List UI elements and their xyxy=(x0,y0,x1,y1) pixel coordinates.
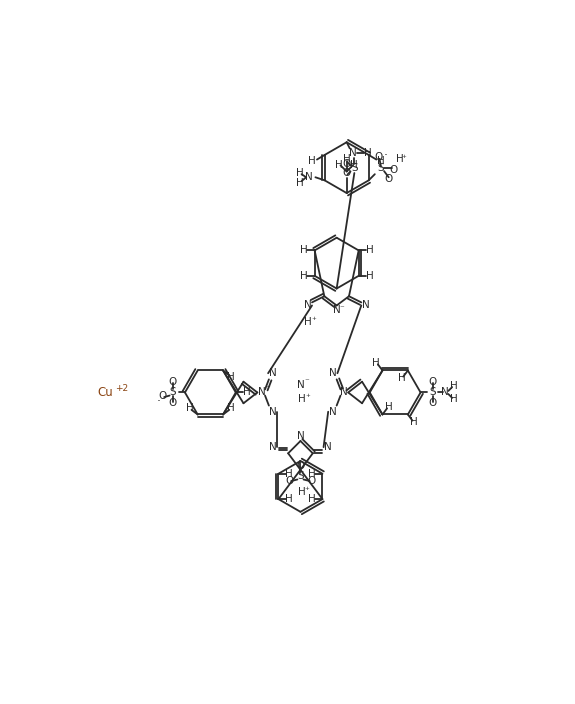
Text: H: H xyxy=(243,387,251,398)
Text: O: O xyxy=(429,377,437,386)
Text: H: H xyxy=(366,271,373,281)
Text: H: H xyxy=(385,402,393,412)
Text: H: H xyxy=(186,403,194,413)
Text: H: H xyxy=(296,168,304,177)
Text: ⁻: ⁻ xyxy=(304,377,309,386)
Text: H: H xyxy=(285,469,293,479)
Text: H: H xyxy=(398,373,405,383)
Text: H: H xyxy=(335,161,343,170)
Text: H: H xyxy=(308,156,316,166)
Text: S: S xyxy=(169,387,176,398)
Text: S: S xyxy=(351,163,358,173)
Text: H: H xyxy=(308,469,316,479)
Text: H: H xyxy=(396,153,403,164)
Text: O: O xyxy=(159,391,167,401)
Text: N: N xyxy=(304,301,311,310)
Text: N: N xyxy=(269,368,277,378)
Text: N: N xyxy=(329,407,337,417)
Text: N: N xyxy=(258,387,266,398)
Text: H: H xyxy=(450,394,458,403)
Text: H: H xyxy=(298,486,306,497)
Text: N: N xyxy=(269,442,277,452)
Text: N: N xyxy=(305,172,313,182)
Text: O: O xyxy=(307,476,315,486)
Text: ⁺: ⁺ xyxy=(306,393,311,401)
Text: S: S xyxy=(378,163,384,173)
Text: H: H xyxy=(410,417,418,427)
Text: ⁺: ⁺ xyxy=(311,316,316,325)
Text: ⁻: ⁻ xyxy=(339,304,344,313)
Text: H: H xyxy=(351,161,358,170)
Text: N: N xyxy=(340,387,347,398)
Text: +2: +2 xyxy=(115,384,128,393)
Text: H: H xyxy=(304,318,312,327)
Text: H: H xyxy=(227,403,235,413)
Text: N: N xyxy=(329,368,337,378)
Text: H: H xyxy=(298,394,306,403)
Text: H: H xyxy=(308,494,316,504)
Text: H: H xyxy=(373,358,380,367)
Text: H: H xyxy=(300,246,308,256)
Text: ⁺: ⁺ xyxy=(402,154,407,163)
Text: N: N xyxy=(297,432,304,441)
Text: N: N xyxy=(297,379,304,390)
Text: S: S xyxy=(297,472,304,482)
Text: N: N xyxy=(349,148,356,158)
Text: H: H xyxy=(296,177,304,188)
Text: N: N xyxy=(362,301,370,310)
Text: O: O xyxy=(429,398,437,408)
Text: O: O xyxy=(168,377,177,386)
Text: ⁻: ⁻ xyxy=(265,384,270,393)
Text: N: N xyxy=(442,387,449,398)
Text: H: H xyxy=(450,382,458,391)
Text: O: O xyxy=(296,460,305,471)
Text: H: H xyxy=(285,494,293,504)
Text: O: O xyxy=(343,168,351,178)
Text: S: S xyxy=(430,387,436,398)
Text: H: H xyxy=(363,148,371,158)
Text: O: O xyxy=(343,159,351,169)
Text: O: O xyxy=(374,152,383,162)
Text: H: H xyxy=(300,271,308,281)
Text: N: N xyxy=(269,407,277,417)
Text: H: H xyxy=(227,372,235,382)
Text: H: H xyxy=(343,154,351,164)
Text: ·: · xyxy=(384,149,388,162)
Text: O: O xyxy=(286,476,294,486)
Text: O: O xyxy=(168,398,177,408)
Text: Cu: Cu xyxy=(98,386,113,399)
Text: N: N xyxy=(333,305,340,315)
Text: O: O xyxy=(385,174,393,184)
Text: ⁺: ⁺ xyxy=(304,486,309,495)
Text: H: H xyxy=(366,246,373,256)
Text: ·: · xyxy=(157,395,161,408)
Text: O: O xyxy=(389,165,397,175)
Text: H: H xyxy=(377,156,385,166)
Text: N: N xyxy=(324,442,332,452)
